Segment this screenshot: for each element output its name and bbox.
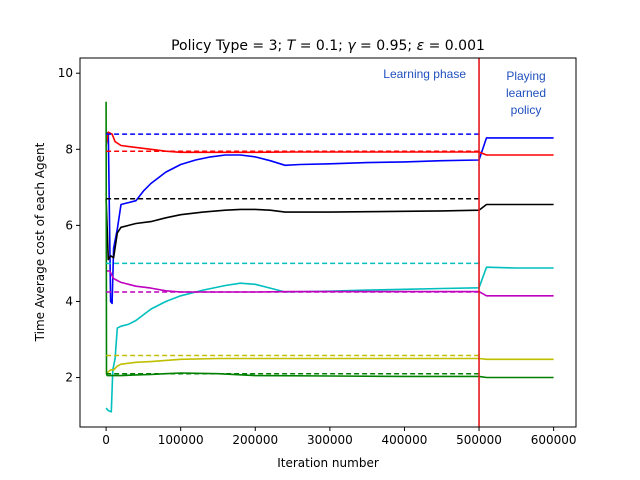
plot-area [80, 58, 576, 427]
title-part: = 0.1; [295, 38, 347, 54]
x-tick-label: 200000 [232, 433, 278, 447]
x-axis-label: Iteration number [277, 456, 379, 470]
series-line-4 [105, 266, 554, 413]
title-part: Policy Type = 3; [171, 38, 287, 54]
x-tick-label: 300000 [307, 433, 353, 447]
title-part: = 0.95; [356, 38, 417, 54]
title-part: γ [347, 38, 356, 54]
y-tick-label: 8 [65, 142, 73, 156]
y-tick-label: 2 [65, 371, 73, 385]
chart-title: Policy Type = 3; T = 0.1; γ = 0.95; ε = … [171, 38, 485, 54]
annotation-learning-phase: Learning phase [383, 67, 466, 81]
series-line-2 [105, 131, 554, 156]
annotation-playing-line-2: learned [506, 86, 546, 100]
x-tick-label: 0 [102, 433, 110, 447]
title-part: = 0.001 [424, 38, 485, 54]
series-line-6 [105, 357, 554, 375]
reference-lines [106, 133, 480, 375]
y-tick-label: 10 [58, 66, 73, 80]
annotation-playing-line-1: Playing [506, 69, 545, 83]
x-axis: 0 100000 200000 300000 400000 500000 600000 [102, 427, 577, 447]
x-tick-label: 600000 [531, 433, 577, 447]
series-line-3 [105, 198, 554, 261]
y-tick-label: 4 [65, 294, 73, 308]
title-part: T [287, 38, 297, 54]
y-tick-label: 6 [65, 218, 73, 232]
y-axis: 2 4 6 8 10 [58, 66, 80, 385]
title-part: ε [417, 38, 425, 54]
annotation-playing-line-3: policy [511, 103, 542, 117]
x-tick-label: 400000 [382, 433, 428, 447]
y-axis-label: Time Average cost of each Agent [33, 142, 47, 342]
x-tick-label: 500000 [456, 433, 502, 447]
plot-frame [79, 57, 577, 428]
series-line-1 [105, 131, 554, 305]
x-tick-label: 100000 [158, 433, 204, 447]
